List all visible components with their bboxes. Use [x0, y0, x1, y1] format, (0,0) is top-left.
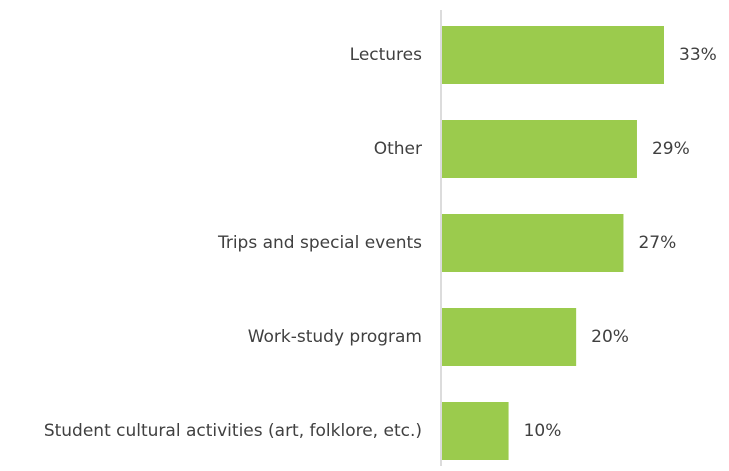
bar	[442, 214, 624, 272]
category-label: Work-study program	[248, 327, 422, 347]
category-label: Trips and special events	[217, 233, 422, 253]
bar	[442, 26, 664, 84]
bar	[442, 308, 577, 366]
value-label: 20%	[591, 327, 629, 347]
value-label: 29%	[652, 139, 690, 159]
bar	[442, 402, 509, 460]
value-label: 27%	[638, 233, 676, 253]
value-label: 33%	[679, 45, 717, 65]
category-label: Student cultural activities (art, folklo…	[44, 421, 422, 441]
category-label: Lectures	[350, 45, 422, 65]
bar	[442, 120, 637, 178]
value-label: 10%	[524, 421, 562, 441]
category-label: Other	[374, 139, 422, 159]
